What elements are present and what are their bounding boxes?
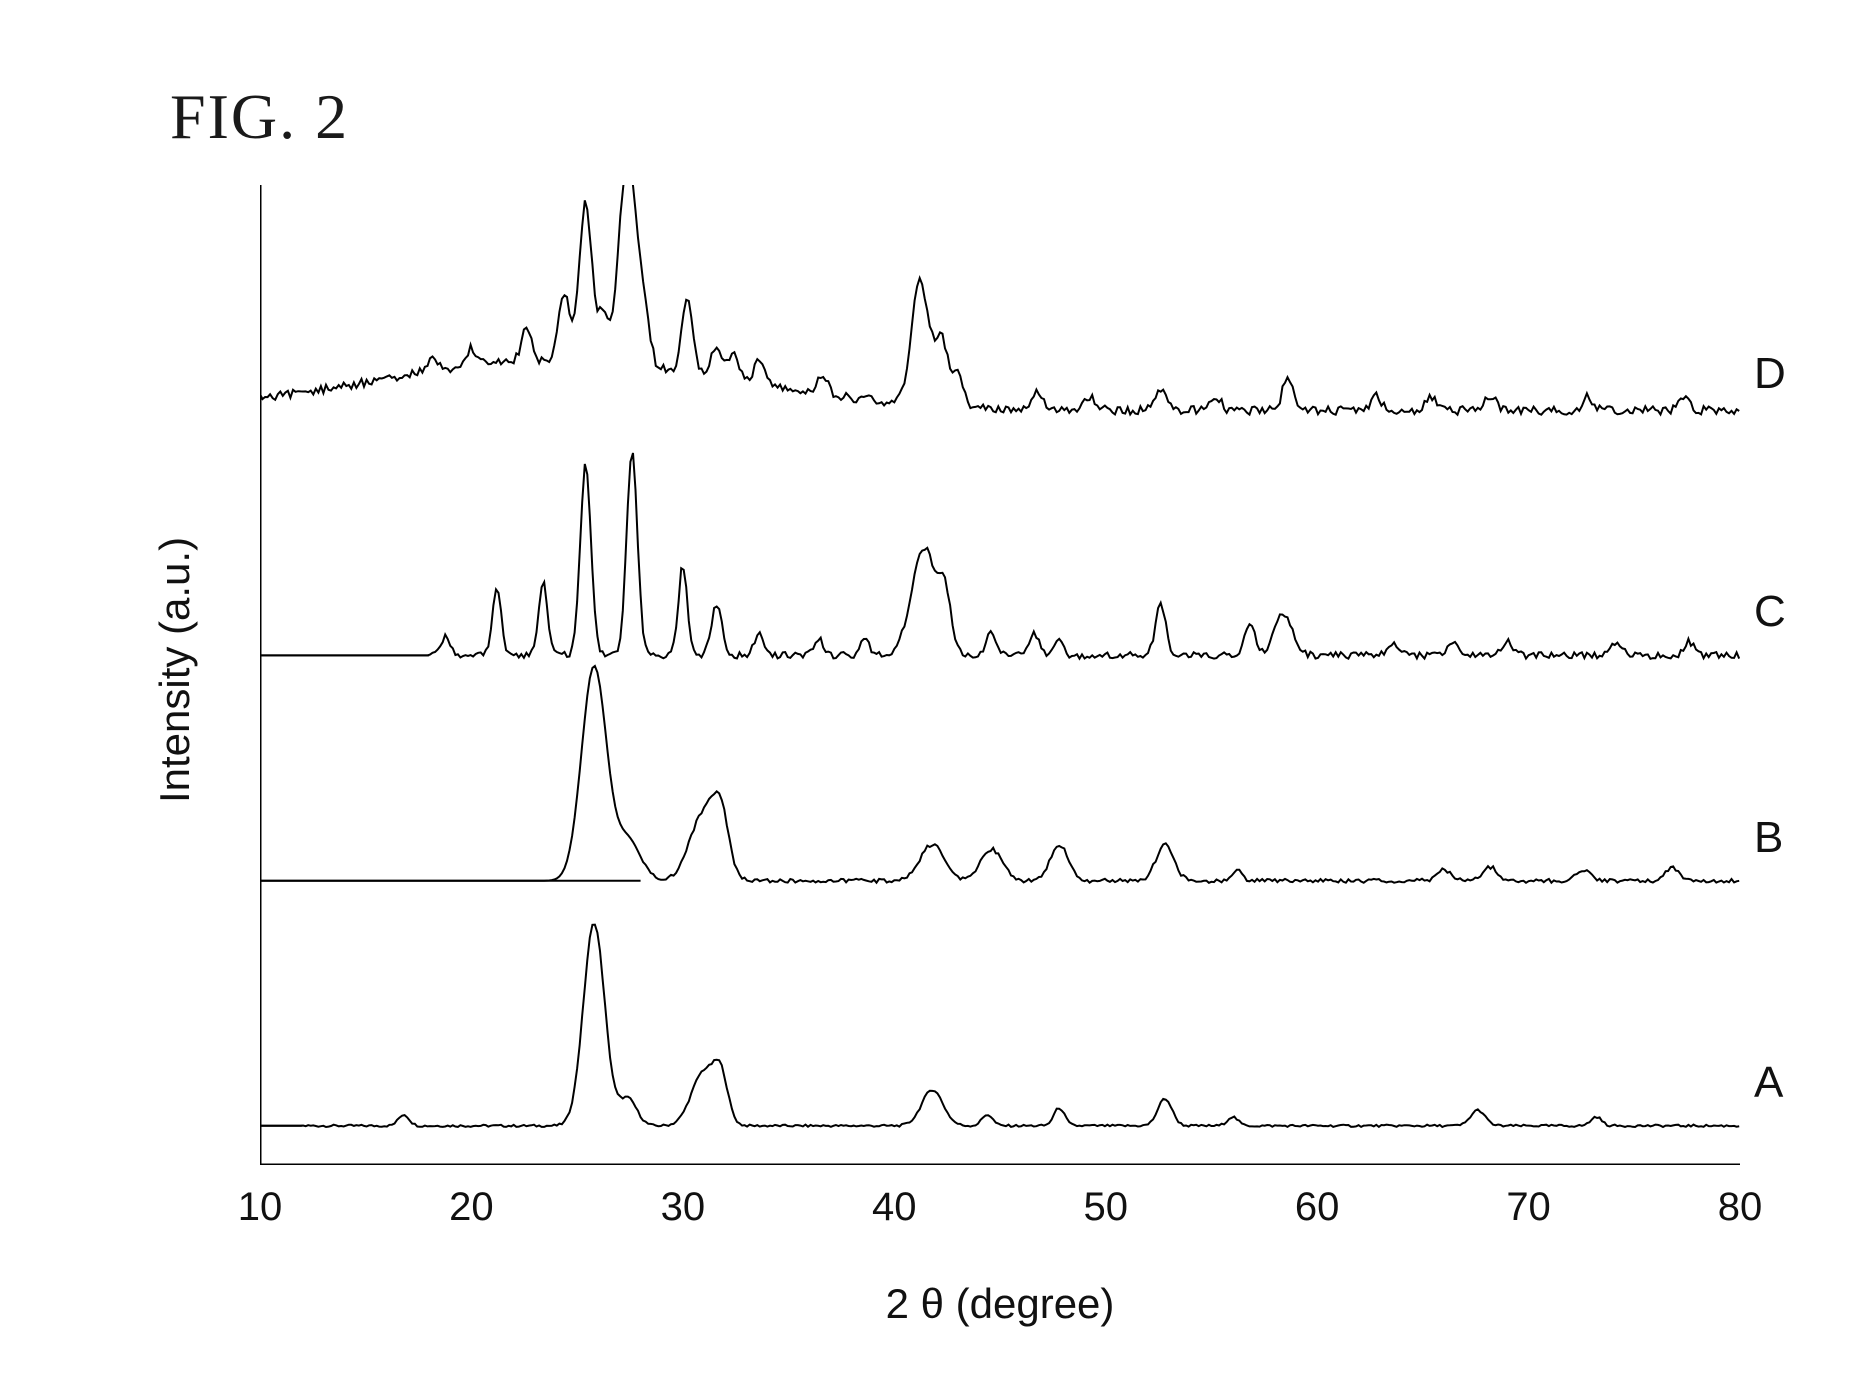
x-tick-label: 10 (238, 1185, 283, 1230)
x-tick-label: 20 (449, 1185, 494, 1230)
series-label-B: B (1754, 813, 1783, 863)
figure-title: FIG. 2 (170, 80, 349, 154)
x-tick-label: 40 (872, 1185, 917, 1230)
trace-A (260, 925, 1739, 1127)
trace-C (260, 453, 1739, 659)
x-tick-label: 80 (1718, 1185, 1763, 1230)
series-label-C: C (1754, 587, 1786, 637)
x-axis-label: 2 θ (degree) (886, 1280, 1115, 1328)
xrd-plot (260, 185, 1740, 1165)
series-label-A: A (1754, 1058, 1783, 1108)
trace-D (260, 185, 1739, 415)
xrd-plot-svg (260, 185, 1740, 1165)
x-tick-label: 60 (1295, 1185, 1340, 1230)
series-label-D: D (1754, 349, 1786, 399)
y-axis-label: Intensity (a.u.) (151, 537, 199, 803)
x-tick-label: 70 (1506, 1185, 1551, 1230)
x-tick-label: 50 (1083, 1185, 1128, 1230)
x-tick-label: 30 (661, 1185, 706, 1230)
trace-B (260, 666, 1739, 883)
